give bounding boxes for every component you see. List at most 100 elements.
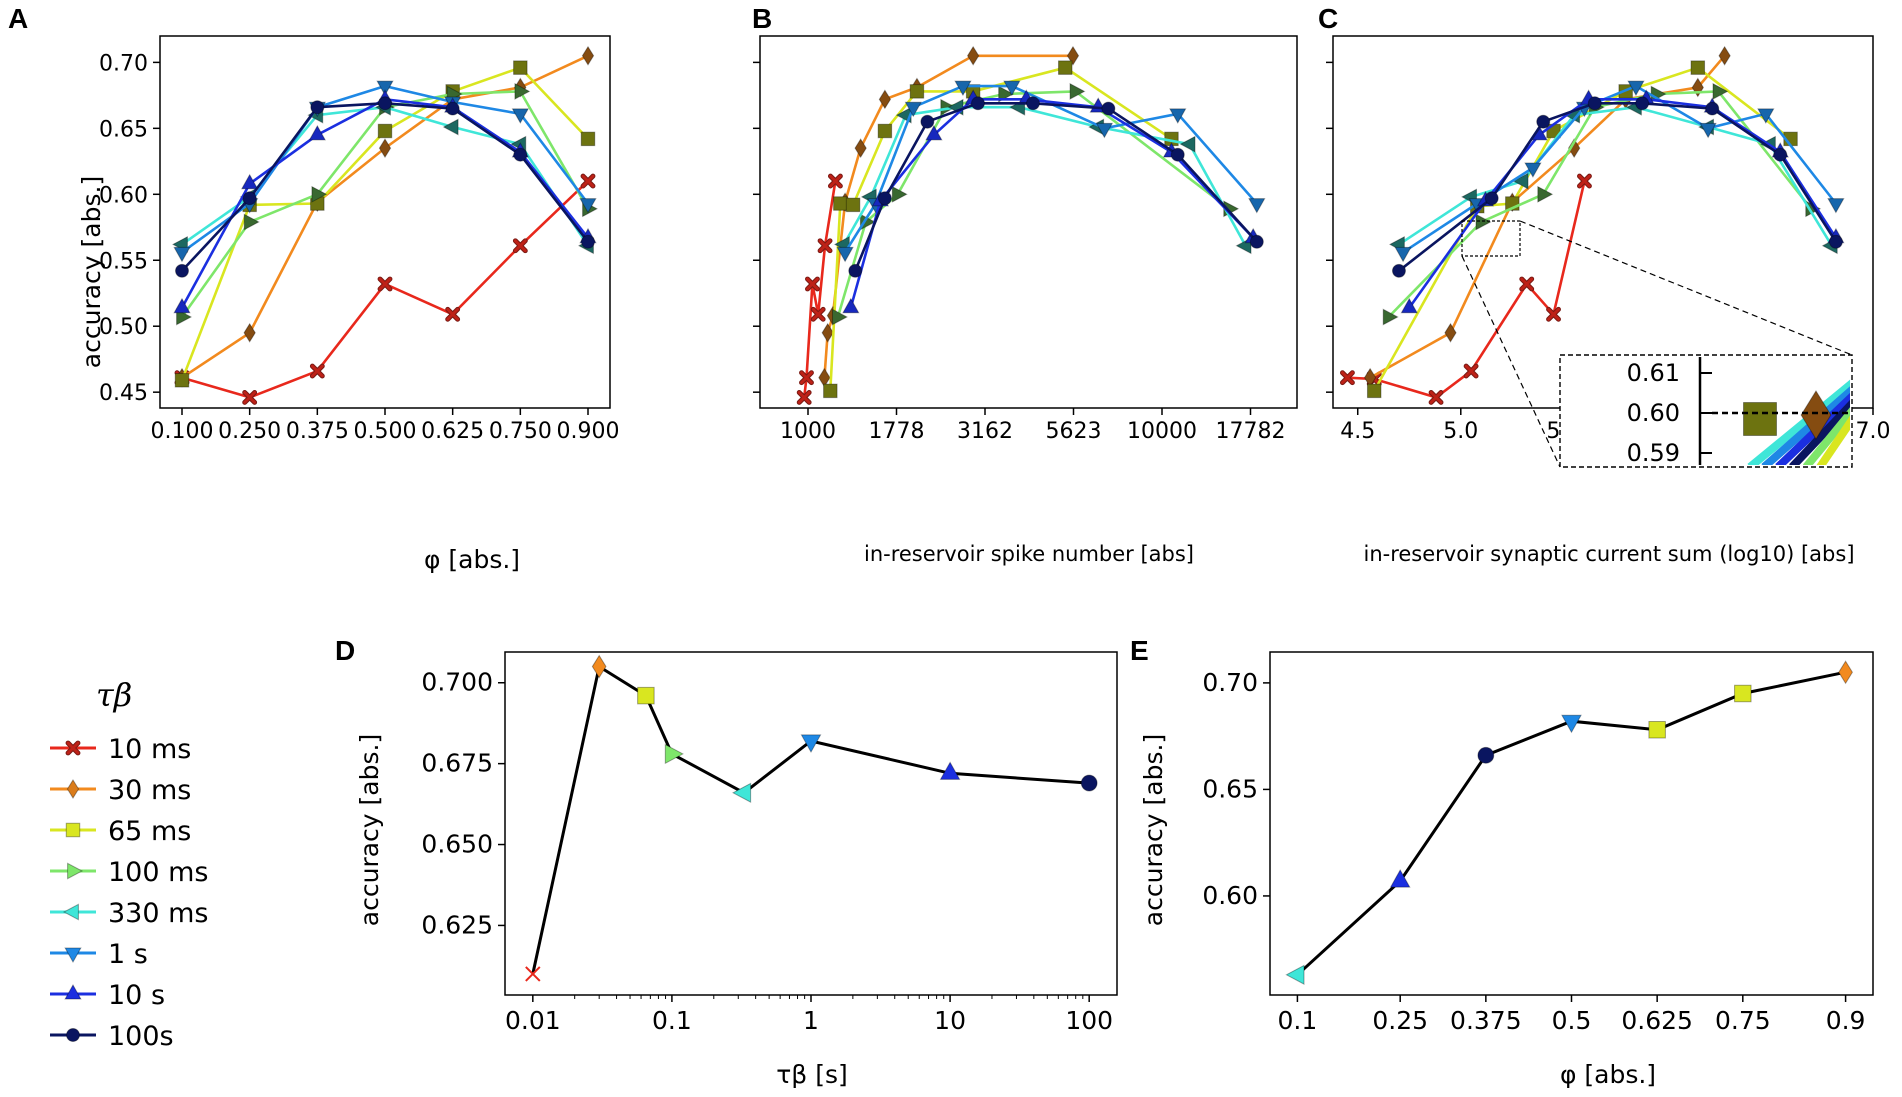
panel-b-data-point bbox=[845, 197, 861, 213]
panel-a-xtick-label: 0.250 bbox=[218, 419, 281, 444]
panel-b-series-line bbox=[836, 90, 1230, 318]
panel-c-data-point bbox=[1718, 45, 1731, 66]
panel-c-data-point bbox=[1546, 306, 1561, 322]
panel-a-data-point bbox=[242, 191, 257, 206]
panel-e-xtick-label: 0.5 bbox=[1552, 1006, 1592, 1035]
panel-d-xtick-label: 0.1 bbox=[652, 1006, 692, 1035]
panel-a-chart: 0.450.500.550.600.650.700.100 0.250 0.375 0… bbox=[99, 35, 619, 444]
panel-a-xtick-label: 0.375 bbox=[286, 419, 349, 444]
panel-d-data-point bbox=[637, 686, 655, 705]
legend-label: 100s bbox=[108, 1021, 174, 1052]
panel-b-xlabel: in-reservoir spike number [abs] bbox=[864, 542, 1194, 566]
panel-b-data-point bbox=[831, 308, 848, 326]
legend-item: 10 ms bbox=[50, 734, 191, 765]
panel-b-data-point bbox=[1058, 60, 1073, 75]
panel-b-data-point bbox=[1095, 122, 1114, 139]
panel-c-data-point bbox=[1537, 185, 1554, 203]
panel-a-data-point bbox=[513, 60, 528, 75]
panel-c-data-point bbox=[1463, 363, 1479, 379]
panel-a-series-line bbox=[181, 180, 589, 399]
panel-b-frame bbox=[759, 35, 1298, 409]
panel-a-data-point bbox=[173, 246, 191, 263]
panel-e-xtick-label: 0.9 bbox=[1826, 1006, 1866, 1035]
panel-a-ytick-label: 0.50 bbox=[99, 315, 148, 340]
panel-b-data-point bbox=[925, 124, 943, 141]
panel-c-data-point bbox=[1690, 60, 1706, 75]
legend-marker bbox=[64, 983, 82, 1000]
panel-c-chart: 4.55.05.56.06.57.00.610.600.59 bbox=[1326, 35, 1891, 468]
panel-a-data-point bbox=[377, 276, 393, 292]
panel-d-data-point bbox=[800, 734, 822, 754]
panel-a-data-point bbox=[174, 373, 190, 388]
panel-c-data-point bbox=[1773, 147, 1788, 162]
panel-b-data-point bbox=[1169, 108, 1187, 124]
panel-b-chart: 1000 1778 3162 5623 10000 17782 bbox=[753, 35, 1298, 444]
panel-c-data-point bbox=[1699, 122, 1717, 139]
inset-series-line bbox=[1816, 415, 1850, 465]
inset-series-area bbox=[1743, 379, 1850, 465]
panel-d-ytick-label: 0.625 bbox=[421, 910, 493, 939]
panel-b-data-point bbox=[920, 114, 935, 129]
inset-data-point bbox=[1743, 402, 1777, 436]
panel-a-xlabel: φ [abs.] bbox=[424, 545, 520, 574]
panel-a-data-point bbox=[176, 308, 193, 326]
panel-c-series-line bbox=[1398, 105, 1833, 247]
panel-a-data-point bbox=[173, 297, 191, 314]
panel-d-ylabel: accuracy [abs.] bbox=[355, 734, 384, 926]
panel-e-xtick-label: 0.25 bbox=[1372, 1006, 1428, 1035]
inset-ytick-label: 0.61 bbox=[1627, 359, 1680, 387]
panel-b-data-point bbox=[966, 45, 980, 66]
panel-b-data-point bbox=[1069, 82, 1086, 100]
legend-label: 100 ms bbox=[108, 857, 209, 888]
panel-a-data-point bbox=[581, 234, 595, 249]
panel-a-data-point bbox=[378, 96, 392, 111]
panel-d-xlabel: τβ [s] bbox=[776, 1060, 847, 1089]
panel-a-data-point bbox=[311, 185, 328, 203]
panel-e-chart: 0.60 0.65 0.70 0.1 0.25 0.375 0.5 0.625 0.75 0.9 bbox=[1202, 651, 1874, 1035]
legend-label: 65 ms bbox=[108, 816, 191, 847]
panel-b-data-point bbox=[877, 123, 893, 139]
legend-label: 330 ms bbox=[108, 898, 209, 929]
legend-marker bbox=[67, 862, 84, 880]
legend: τβ 10 ms 30 ms 65 ms 100 ms 330 ms 1 s 10 s 100… bbox=[50, 676, 209, 1052]
panel-a-ytick-label: 0.70 bbox=[99, 51, 148, 76]
panel-a-data-point bbox=[513, 147, 528, 162]
panel-b-series-line bbox=[843, 84, 1258, 253]
panel-e-data-point bbox=[1477, 746, 1495, 764]
panel-a-data-point bbox=[445, 306, 461, 322]
panel-a-data-point bbox=[581, 45, 595, 66]
panel-e-ylabel: accuracy [abs.] bbox=[1139, 734, 1168, 926]
panel-c-xtick-label: 4.5 bbox=[1340, 419, 1375, 444]
panel-c-data-point bbox=[1627, 80, 1645, 97]
legend-marker bbox=[66, 779, 80, 799]
panel-c-data-point bbox=[1712, 82, 1729, 100]
panel-d-xtick-label: 100 bbox=[1065, 1006, 1113, 1035]
panel-c-data-point bbox=[1512, 172, 1529, 190]
panel-c-series-line bbox=[1408, 98, 1837, 309]
panel-b-data-point bbox=[878, 89, 892, 110]
panel-c-data-point bbox=[1705, 101, 1720, 116]
panel-b-series-line bbox=[854, 102, 1258, 272]
panel-c-data-point bbox=[1382, 308, 1399, 326]
panel-e-xtick-label: 0.375 bbox=[1450, 1006, 1522, 1035]
panel-c-xlabel: in-reservoir synaptic current sum (log10… bbox=[1363, 542, 1854, 566]
panel-b-data-point bbox=[954, 80, 972, 97]
panel-c-data-point bbox=[1366, 383, 1382, 399]
panel-b-xtick-label: 10000 bbox=[1127, 419, 1197, 444]
panel-b-series-line bbox=[842, 105, 1247, 247]
panel-b-data-point bbox=[848, 263, 863, 278]
panel-c-data-point bbox=[1391, 263, 1406, 278]
panel-a-ytick-label: 0.45 bbox=[99, 381, 148, 406]
panel-c-data-point bbox=[1444, 322, 1457, 343]
panel-a-ytick-label: 0.55 bbox=[99, 249, 148, 274]
panel-b-data-point bbox=[827, 173, 843, 189]
panel-a-data-point bbox=[240, 173, 259, 190]
panel-d-ytick-label: 0.700 bbox=[421, 668, 493, 697]
panel-c-xtick-label: 7.0 bbox=[1856, 419, 1891, 444]
legend-item: 330 ms bbox=[50, 898, 209, 929]
panel-b-data-point bbox=[1003, 80, 1021, 97]
panel-b-data-point bbox=[796, 390, 812, 405]
panel-a-xtick-label: 0.750 bbox=[489, 419, 552, 444]
panel-a-data-point bbox=[308, 124, 327, 141]
